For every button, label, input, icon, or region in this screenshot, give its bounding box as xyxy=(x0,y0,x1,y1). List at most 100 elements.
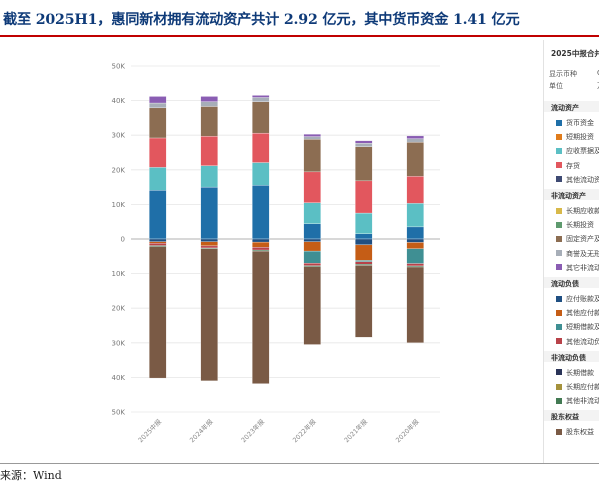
legend-item-label: 商誉及无形 xyxy=(566,249,599,258)
bar-segment xyxy=(200,186,218,240)
legend-item-label: 其他流动资 xyxy=(566,175,599,184)
legend-item: 长期应付款 xyxy=(556,382,599,392)
legend-panel: 2025中报合并 显示币种 C 单位 万流动资产货币资金短期投资应收票据及存货其他流动… xyxy=(543,40,599,463)
bar-segment xyxy=(252,241,270,248)
bar-segment xyxy=(406,226,424,240)
bar-segment xyxy=(252,250,270,384)
legend-item: 存货 xyxy=(556,161,580,171)
legend-swatch xyxy=(556,221,562,228)
y-tick-label: 10K xyxy=(112,201,126,209)
bar-segment xyxy=(303,265,321,267)
bar-segment xyxy=(252,132,270,163)
legend-section-heading-label: 非流动资产 xyxy=(551,192,586,200)
bar-segment xyxy=(406,135,424,139)
section-strip xyxy=(544,189,599,200)
legend-section-heading-label: 流动负债 xyxy=(551,280,579,288)
bar-segment xyxy=(149,102,167,109)
legend-item-label: 应收票据及 xyxy=(566,147,599,156)
bar-segment xyxy=(149,246,167,379)
legend-item: 其他非流动 xyxy=(556,396,599,406)
x-tick-label: 2023年报 xyxy=(239,417,267,445)
bar-segment xyxy=(252,95,270,98)
bar-segment xyxy=(303,136,321,140)
panel-meta-row-label: 单位 xyxy=(549,82,563,90)
bar-segment xyxy=(355,238,373,246)
bar-segment xyxy=(303,238,321,242)
bar-segment xyxy=(252,101,270,134)
legend-swatch xyxy=(556,176,562,183)
bar-segment xyxy=(252,247,270,251)
legend-section-heading: 非流动资产 xyxy=(551,191,586,201)
legend-item: 其他流动负 xyxy=(556,337,599,347)
panel-meta-value: C xyxy=(597,69,599,77)
legend-section-heading: 流动资产 xyxy=(551,103,579,113)
y-tick-label: 50K xyxy=(112,409,126,417)
bar-segment xyxy=(252,249,270,252)
bar-segment xyxy=(200,248,218,382)
x-tick-label: 2022年报 xyxy=(290,417,318,445)
legend-swatch xyxy=(556,250,562,257)
legend-swatch xyxy=(556,383,562,390)
bar-segment xyxy=(355,244,373,261)
x-tick-label: 2025中报 xyxy=(136,417,164,445)
y-tick-label: 50K xyxy=(112,63,126,71)
bar-segment xyxy=(355,146,373,182)
legend-item-label: 长期投资 xyxy=(566,221,594,230)
bar-segment xyxy=(303,223,321,240)
panel-meta-value: 万 xyxy=(597,81,599,91)
legend-item: 其它非流动 xyxy=(556,263,599,273)
legend-item-label: 股东权益 xyxy=(566,428,594,437)
panel-heading: 2025中报合并 xyxy=(551,49,599,58)
legend-swatch xyxy=(556,295,562,302)
legend-swatch xyxy=(556,264,562,271)
bar-segment xyxy=(252,185,270,240)
bar-segment xyxy=(303,139,321,173)
bar-segment xyxy=(303,263,321,266)
legend-section-heading-label: 非流动负债 xyxy=(551,353,586,362)
section-strip xyxy=(544,101,599,112)
legend-item-label: 短期借款及 xyxy=(566,323,599,332)
legend-swatch xyxy=(556,147,562,154)
legend-swatch xyxy=(556,323,562,330)
bar-segment xyxy=(149,107,167,139)
page-title: 截至 2025H1，惠同新材拥有流动资产共计 2.92 亿元，其中货币资金 1.… xyxy=(3,12,520,28)
bar-segment xyxy=(303,171,321,203)
bar-segment xyxy=(149,190,167,240)
legend-item: 长期借款 xyxy=(556,368,594,378)
legend-section-heading: 流动负债 xyxy=(551,279,579,289)
bar-segment xyxy=(406,203,424,228)
legend-swatch xyxy=(556,207,562,214)
bar-segment xyxy=(149,96,167,104)
bar-segment xyxy=(200,101,218,107)
bar-segment xyxy=(355,212,373,234)
bar-segment xyxy=(149,241,167,244)
bar-segment xyxy=(355,264,373,266)
bar-segment xyxy=(406,176,424,204)
panel-meta-row: 单位 万 xyxy=(549,81,599,91)
legend-item-label: 短期投资 xyxy=(566,133,594,142)
legend-item: 其他流动资 xyxy=(556,175,599,185)
bar-segment xyxy=(406,265,424,268)
legend-item: 短期投资 xyxy=(556,132,594,142)
bar-segment xyxy=(200,165,218,188)
legend-item-label: 固定资产及 xyxy=(566,235,599,244)
legend-item-label: 其他非流动 xyxy=(566,397,599,406)
bar-segment xyxy=(355,260,373,262)
bar-segment xyxy=(355,140,373,144)
legend-item: 长期投资 xyxy=(556,220,594,230)
legend-item-label: 长期应付款 xyxy=(566,383,599,391)
bar-segment xyxy=(200,238,218,242)
source-note: 来源：Wind xyxy=(0,469,62,482)
legend-section-heading: 股东权益 xyxy=(551,412,579,422)
bar-segment xyxy=(303,266,321,345)
bar-segment xyxy=(149,245,167,247)
legend-section-heading-label: 流动资产 xyxy=(551,104,579,112)
bar-segment xyxy=(252,238,270,243)
bar-segment xyxy=(149,167,167,191)
legend-item: 商誉及无形 xyxy=(556,249,599,259)
y-tick-label: 30K xyxy=(112,339,126,347)
bar-segment xyxy=(303,134,321,137)
bar-segment xyxy=(200,245,218,249)
bar-segment xyxy=(200,136,218,166)
legend-item: 短期借款及 xyxy=(556,322,599,332)
